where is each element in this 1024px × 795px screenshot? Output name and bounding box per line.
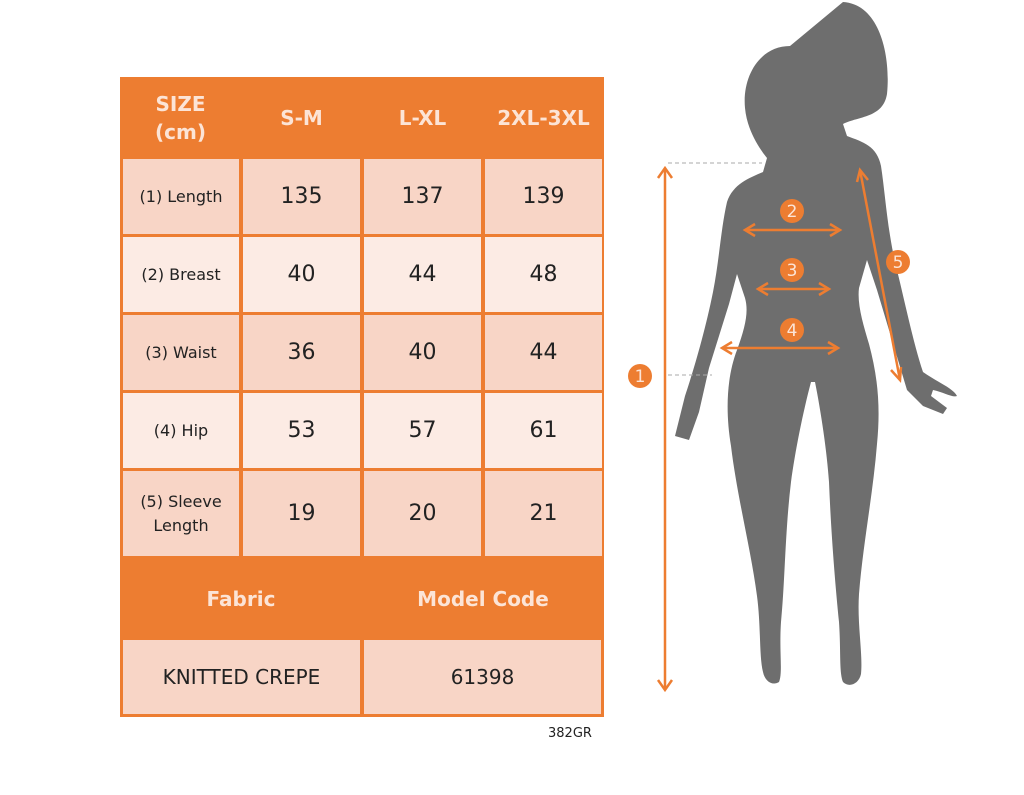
size-value: 20 (364, 471, 481, 556)
header-l-xl: L-XL (398, 105, 447, 130)
size-value: 53 (243, 393, 360, 468)
row-label: (5) Sleeve Length (123, 471, 239, 556)
size-value: 61 (485, 393, 602, 468)
size-value: 48 (485, 237, 602, 312)
row-label: (4) Hip (123, 393, 239, 468)
marker-number: 3 (787, 261, 798, 281)
header-size: SIZE (cm) (155, 91, 206, 144)
product-code: 382GR (548, 726, 592, 741)
measurement-arrows (656, 165, 903, 693)
size-value: 36 (243, 315, 360, 390)
size-value: 139 (485, 159, 602, 234)
header-2xl-3xl: 2XL-3XL (497, 105, 590, 130)
marker-circle (886, 250, 910, 274)
marker-circle (628, 364, 652, 388)
fabric-value: KNITTED CREPE (123, 640, 360, 714)
size-value: 44 (485, 315, 602, 390)
fabric-header: Fabric (206, 587, 276, 611)
size-value: 135 (243, 159, 360, 234)
size-value: 40 (364, 315, 481, 390)
row-label: (2) Breast (123, 237, 239, 312)
size-value: 44 (364, 237, 481, 312)
model-code-value: 61398 (364, 640, 601, 714)
marker-number: 2 (787, 202, 798, 222)
row-label: (1) Length (123, 159, 239, 234)
row-label: (3) Waist (123, 315, 239, 390)
marker-number: 1 (635, 367, 646, 387)
size-value: 19 (243, 471, 360, 556)
size-value: 40 (243, 237, 360, 312)
marker-circle (780, 258, 804, 282)
size-value: 57 (364, 393, 481, 468)
size-value: 21 (485, 471, 602, 556)
marker-number: 5 (893, 253, 904, 273)
marker-circle (780, 199, 804, 223)
marker-number: 4 (787, 321, 798, 341)
header-s-m: S-M (280, 105, 323, 130)
marker-circle (780, 318, 804, 342)
woman-silhouette (675, 2, 957, 685)
guide-lines (668, 162, 762, 376)
size-chart-table: SIZE (cm) S-M L-XL 2XL-3XL (1) Length 135… (120, 77, 604, 717)
model-code-header: Model Code (417, 587, 549, 611)
size-value: 137 (364, 159, 481, 234)
